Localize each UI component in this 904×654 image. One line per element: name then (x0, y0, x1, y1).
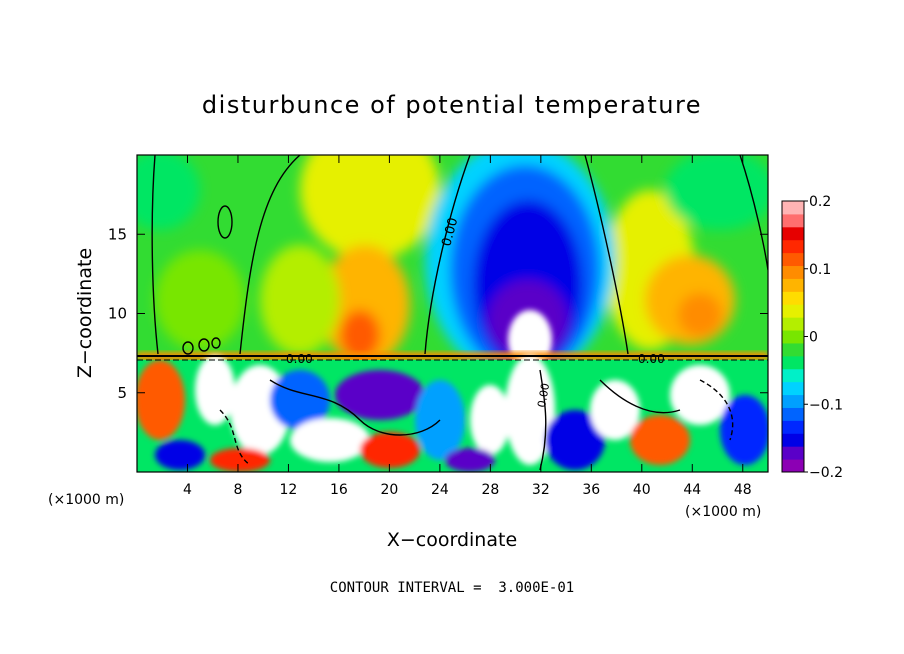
x-tick-label: 36 (582, 482, 600, 498)
colorbar-swatch (782, 239, 804, 254)
colorbar-swatch (782, 342, 804, 357)
colorbar-swatch (782, 304, 804, 318)
contour-label: 0.00 (535, 382, 552, 408)
x-unit-label-left: (×1000 m) (48, 492, 124, 508)
colorbar-swatch (782, 201, 804, 215)
z-tick-label: 5 (117, 384, 127, 402)
colorbar-swatch (782, 278, 804, 292)
x-tick-label: 16 (330, 482, 348, 498)
colorbar-swatch (782, 433, 804, 447)
x-tick-label: 44 (683, 482, 701, 498)
colorbar-swatch (782, 252, 804, 267)
colorbar-tick-label: 0.2 (809, 194, 831, 210)
colorbar-swatch (782, 407, 804, 421)
x-tick-label: 40 (633, 482, 651, 498)
colorbar-swatch (782, 213, 804, 228)
colorbar-swatch (782, 265, 804, 279)
x-tick-label: 20 (380, 482, 398, 498)
colorbar-swatch (782, 291, 804, 305)
contour-interval-note: CONTOUR INTERVAL = 3.000E-01 (330, 580, 574, 596)
z-tick-label: 15 (108, 225, 127, 243)
colorbar-swatch (782, 330, 804, 344)
colorbar-tick-label: 0.1 (809, 262, 831, 278)
y-axis-label: Z−coordinate (74, 248, 96, 378)
contour-label: 0.00 (286, 352, 313, 366)
contour-label: 0.00 (638, 352, 665, 366)
colorbar-swatch (782, 368, 804, 383)
colorbar-tick-label: 0 (809, 330, 818, 346)
x-tick-label: 4 (183, 482, 192, 498)
x-axis-label: X−coordinate (387, 529, 517, 551)
colorbar-swatch (782, 459, 804, 473)
x-tick-label: 12 (280, 482, 298, 498)
colorbar-tick-label: −0.2 (809, 465, 843, 481)
colorbar-tick-label: −0.1 (809, 397, 843, 413)
colorbar-swatch (782, 317, 804, 331)
heatmap-field: 0.00 0.00 0.00 0.00 (137, 155, 768, 472)
colorbar: 0.2 0.1 0 −0.1 −0.2 (781, 194, 843, 481)
x-unit-label-right: (×1000 m) (685, 504, 761, 520)
colorbar-swatch (782, 394, 804, 408)
colorbar-swatch (782, 420, 804, 434)
chart-title: disturbunce of potential temperature (202, 91, 702, 119)
x-tick-label: 28 (481, 482, 499, 498)
x-axis: 4 8 12 16 20 24 28 32 36 40 44 48 (183, 155, 752, 498)
z-tick-label: 10 (108, 305, 127, 323)
z-axis: 5 10 15 (108, 225, 768, 402)
x-tick-label: 48 (734, 482, 752, 498)
contour-label: 0.00 (439, 216, 461, 248)
colorbar-swatch (782, 226, 804, 241)
colorbar-swatch (782, 355, 804, 370)
x-tick-label: 32 (532, 482, 550, 498)
x-tick-label: 8 (233, 482, 242, 498)
colorbar-swatch (782, 381, 804, 396)
colorbar-swatch (782, 446, 804, 460)
x-tick-label: 24 (431, 482, 449, 498)
